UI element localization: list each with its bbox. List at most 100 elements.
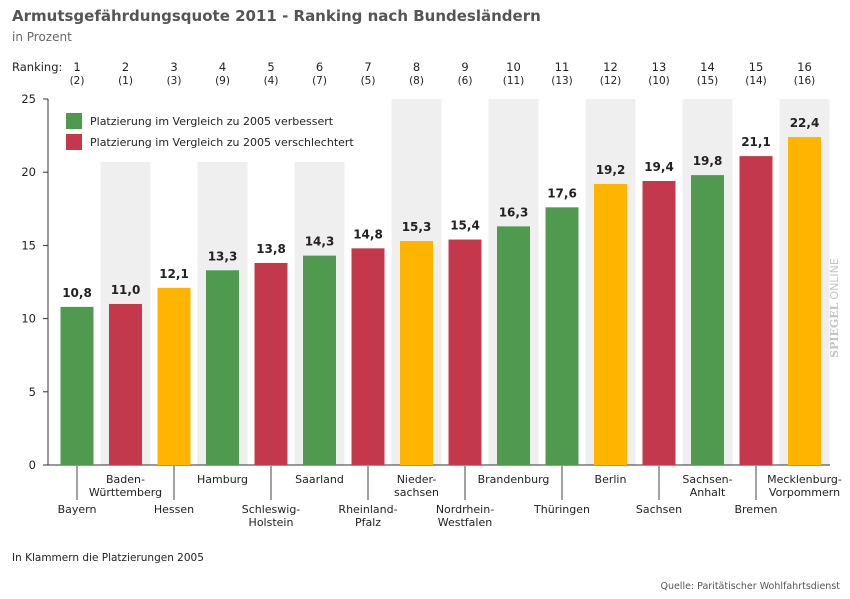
value-label-baden-wurttemberg: 11,0 <box>111 283 141 297</box>
value-label-sachsen: 19,4 <box>644 160 674 174</box>
y-axis-tick-label: 25 <box>21 92 36 106</box>
value-label-sachsen-anhalt: 19,8 <box>693 154 723 168</box>
bar-thuringen <box>545 207 579 465</box>
x-label-sachsen-anhalt: Sachsen- <box>682 473 732 486</box>
x-label-bayern: Bayern <box>58 503 97 516</box>
x-label-rheinland-pfalz: Pfalz <box>355 516 381 529</box>
bars <box>60 137 821 466</box>
rank-nieder-sachsen: 8 <box>413 60 420 74</box>
x-label-saarland: Saarland <box>295 473 344 486</box>
value-labels: 10,8 11,0 12,1 13,3 13,8 14,3 14,8 15,3 15,4 16,3… <box>62 116 819 300</box>
bar-berlin <box>594 183 627 466</box>
x-axis-labels: Bayern Baden-Württemberg Hessen Hamburg Schl… <box>58 466 842 529</box>
ranking-label: Ranking: <box>12 60 62 74</box>
value-label-bremen: 21,1 <box>741 135 771 149</box>
x-label-thuringen: Thüringen <box>533 503 590 516</box>
x-label-brandenburg: Brandenburg <box>478 473 550 486</box>
x-label-bremen: Bremen <box>734 503 777 516</box>
rank-2005-baden-wurttemberg: (1) <box>118 75 133 87</box>
rank-2005-nieder-sachsen: (8) <box>409 75 424 87</box>
rank-hamburg: 4 <box>219 60 226 74</box>
value-label-brandenburg: 16,3 <box>499 205 529 219</box>
rank-2005-berlin: (12) <box>600 75 622 87</box>
rank-2005-saarland: (7) <box>312 75 327 87</box>
value-label-saarland: 14,3 <box>305 235 335 249</box>
rank-schleswig-holstein: 5 <box>267 60 274 74</box>
legend-swatch-worsened <box>66 134 82 150</box>
x-label-hessen: Hessen <box>154 503 194 516</box>
x-label-mecklenburg-vorpommern: Vorpommern <box>769 486 840 499</box>
value-label-hamburg: 13,3 <box>208 249 238 263</box>
bar-bayern <box>60 306 94 465</box>
rank-hessen: 3 <box>170 60 177 74</box>
rank-bayern: 1 <box>73 60 80 74</box>
x-label-schleswig-holstein: Holstein <box>249 516 294 529</box>
y-axis-tick-label: 10 <box>21 312 36 326</box>
value-label-thuringen: 17,6 <box>547 186 577 200</box>
value-label-rheinland-pfalz: 14,8 <box>353 227 383 241</box>
chart-title: Armutsgefährdungsquote 2011 - Ranking na… <box>12 7 541 25</box>
legend: Platzierung im Vergleich zu 2005 verbess… <box>66 113 354 150</box>
footnote: In Klammern die Platzierungen 2005 <box>12 552 204 564</box>
y-axis-tick-label: 15 <box>21 238 36 252</box>
x-label-nieder-sachsen: sachsen <box>394 486 439 499</box>
value-label-nieder-sachsen: 15,3 <box>402 220 432 234</box>
x-label-baden-wurttemberg: Württemberg <box>89 486 162 499</box>
rank-saarland: 6 <box>316 60 323 74</box>
rank-berlin: 12 <box>603 60 618 74</box>
rank-2005-brandenburg: (11) <box>503 75 525 87</box>
rank-thuringen: 11 <box>555 60 570 74</box>
bar-hessen <box>157 287 191 465</box>
rank-2005-thuringen: (13) <box>551 75 573 87</box>
x-label-hamburg: Hamburg <box>197 473 248 486</box>
value-label-bayern: 10,8 <box>62 286 92 300</box>
rank-rheinland-pfalz: 7 <box>364 60 371 74</box>
rank-2005-hessen: (3) <box>167 75 182 87</box>
x-label-schleswig-holstein: Schleswig- <box>242 503 301 516</box>
y-axis-tick-label: 0 <box>29 458 36 472</box>
x-label-nordrhein-westfalen: Nordrhein- <box>436 503 494 516</box>
rank-sachsen-anhalt: 14 <box>700 60 715 74</box>
value-label-nordrhein-westfalen: 15,4 <box>450 219 480 233</box>
bar-sachsen-anhalt <box>691 175 724 466</box>
value-label-mecklenburg-vorpommern: 22,4 <box>790 116 820 130</box>
rank-nordrhein-westfalen: 9 <box>461 60 468 74</box>
legend-label-worsened: Platzierung im Vergleich zu 2005 verschl… <box>90 136 354 149</box>
x-label-sachsen: Sachsen <box>636 503 682 516</box>
value-label-schleswig-holstein: 13,8 <box>256 242 286 256</box>
chart-subtitle: in Prozent <box>12 30 72 44</box>
rank-2005-schleswig-holstein: (4) <box>264 75 279 87</box>
x-label-mecklenburg-vorpommern: Mecklenburg- <box>767 473 842 486</box>
bar-rheinland-pfalz <box>351 248 385 465</box>
rank-bremen: 15 <box>749 60 764 74</box>
rank-mecklenburg-vorpommern: 16 <box>797 60 812 74</box>
rank-2005-rheinland-pfalz: (5) <box>361 75 376 87</box>
legend-swatch-improved <box>66 113 82 129</box>
bar-schleswig-holstein <box>254 262 288 465</box>
y-axis-tick-label: 20 <box>21 165 36 179</box>
y-axis-tick-label: 5 <box>29 385 36 399</box>
x-label-sachsen-anhalt: Anhalt <box>690 486 726 499</box>
x-label-berlin: Berlin <box>595 473 627 486</box>
rank-2005-sachsen-anhalt: (15) <box>697 75 719 87</box>
x-label-nieder-sachsen: Nieder- <box>397 473 437 486</box>
rank-2005-mecklenburg-vorpommern: (16) <box>794 75 816 87</box>
bar-sachsen <box>642 180 676 465</box>
rank-2005-nordrhein-westfalen: (6) <box>458 75 473 87</box>
rank-2005-sachsen: (10) <box>648 75 670 87</box>
bar-nordrhein-westfalen <box>448 239 482 465</box>
legend-background <box>52 99 388 162</box>
watermark-suffix: ONLINE <box>828 258 841 299</box>
value-label-berlin: 19,2 <box>596 163 626 177</box>
legend-label-improved: Platzierung im Vergleich zu 2005 verbess… <box>90 115 334 128</box>
spiegel-online-watermark: SPIEGEL ONLINE <box>828 258 841 358</box>
rank-baden-wurttemberg: 2 <box>122 60 129 74</box>
bar-baden-wurttemberg <box>109 303 142 465</box>
bar-bremen <box>739 156 773 465</box>
bar-saarland <box>303 255 336 465</box>
rank-2005-bayern: (2) <box>70 75 85 87</box>
bar-hamburg <box>206 270 239 465</box>
x-label-baden-wurttemberg: Baden- <box>106 473 145 486</box>
x-label-nordrhein-westfalen: Westfalen <box>438 516 492 529</box>
source-note: Quelle: Paritätischer Wohlfahrtsdienst <box>660 581 840 592</box>
